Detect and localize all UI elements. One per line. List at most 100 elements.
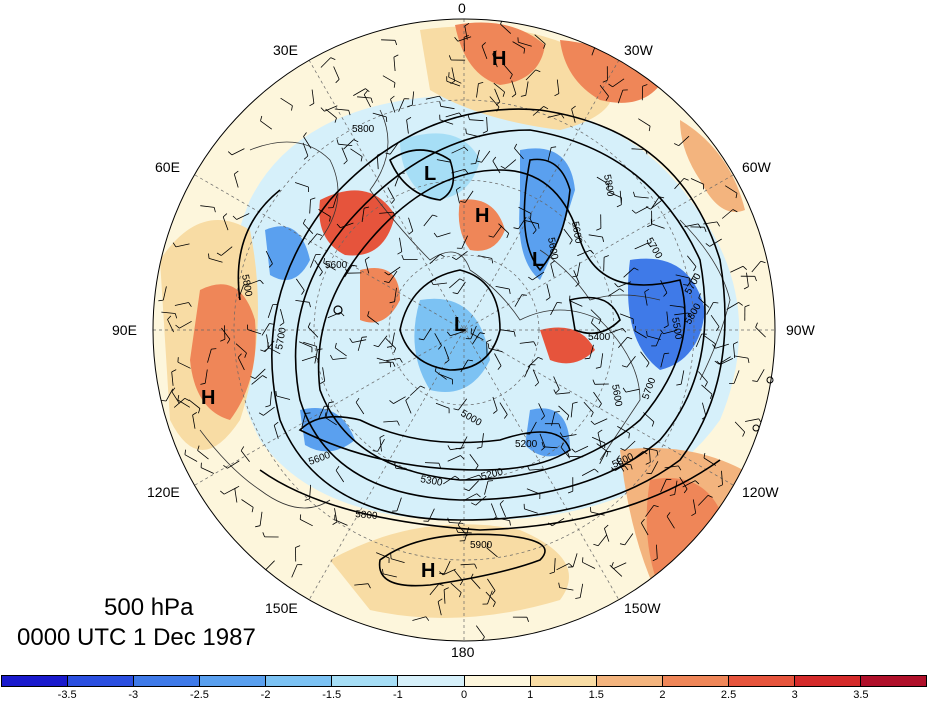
wind-barb xyxy=(222,216,229,231)
wind-barb xyxy=(543,446,558,449)
wind-barb xyxy=(494,353,502,366)
wind-barb-flag xyxy=(478,82,484,84)
wind-barb xyxy=(395,467,410,471)
wind-barb xyxy=(518,41,532,47)
wind-barb-flag xyxy=(589,249,594,254)
wind-barb-flag xyxy=(377,152,382,156)
wind-barb-flag xyxy=(450,162,452,168)
colorbar-tick-label: -2.5 xyxy=(189,689,209,701)
wind-barb-flag xyxy=(569,239,573,245)
wind-barb-flag xyxy=(558,582,560,588)
contour-label: 5800 xyxy=(352,124,375,135)
wind-barb xyxy=(303,223,314,234)
wind-barb xyxy=(425,95,440,100)
wind-barb-flag xyxy=(260,115,263,122)
wind-barb xyxy=(500,329,515,333)
wind-barb-flag xyxy=(260,568,265,572)
wind-barb-flag xyxy=(691,512,696,517)
wind-barb-flag xyxy=(698,293,701,299)
colorbar-tick-label: 3.5 xyxy=(853,689,869,701)
wind-barb xyxy=(223,487,237,495)
wind-barb xyxy=(165,388,174,402)
wind-barb-flag xyxy=(320,107,325,112)
wind-barb-flag xyxy=(513,227,519,230)
wind-barb-flag xyxy=(315,356,319,361)
wind-barb-flag xyxy=(652,558,658,562)
wind-barb-flag xyxy=(275,390,277,397)
wind-barb-flag xyxy=(554,93,560,97)
wind-barb-flag xyxy=(622,328,627,333)
wind-barb-flag xyxy=(303,155,309,160)
wind-barb xyxy=(235,343,247,354)
colorbar-swatch xyxy=(134,676,201,686)
wind-barb xyxy=(519,341,534,344)
wind-barb xyxy=(443,560,451,574)
wind-barb-flag xyxy=(309,103,315,107)
wind-barb xyxy=(643,412,655,423)
wind-barb-flag xyxy=(200,382,206,385)
wind-barb-flag xyxy=(237,353,242,358)
wind-barb xyxy=(167,319,174,333)
wind-barb xyxy=(590,309,602,320)
wind-barb-flag xyxy=(715,326,720,332)
wind-barb-flag xyxy=(575,597,581,599)
wind-barb xyxy=(563,228,573,241)
wind-barb xyxy=(726,302,739,310)
wind-barb-flag xyxy=(509,74,513,80)
anomaly-high-europe xyxy=(319,190,395,256)
colorbar-tick-label: -2 xyxy=(260,689,271,701)
wind-barb-flag xyxy=(158,299,164,302)
contour-label: 5200 xyxy=(515,439,538,450)
wind-barb-flag xyxy=(171,369,177,373)
wind-barb xyxy=(453,569,464,582)
wind-barb-flag xyxy=(408,230,414,235)
wind-barb xyxy=(575,445,589,453)
wind-barb-flag xyxy=(439,101,442,107)
wind-barb xyxy=(640,351,650,364)
wind-barb-flag xyxy=(465,128,467,134)
wind-barb-flag xyxy=(401,254,404,260)
contour-label: 5600 xyxy=(569,221,584,245)
wind-barb xyxy=(613,562,627,569)
wind-barb-flag xyxy=(538,356,543,360)
wind-barb-flag xyxy=(481,42,486,47)
wind-barb-flag xyxy=(330,354,334,360)
wind-barb xyxy=(357,96,372,99)
wind-barb xyxy=(597,432,602,447)
wind-barb xyxy=(294,182,309,188)
wind-barb xyxy=(367,315,380,325)
wind-barb-flag xyxy=(716,221,720,227)
wind-barb-flag xyxy=(693,266,697,272)
wind-barb-flag xyxy=(455,527,459,533)
anomaly-east-band xyxy=(680,120,745,212)
wind-barb-flag xyxy=(486,339,492,342)
calm-wind-marker xyxy=(766,376,774,384)
colorbar-tick-label: -1.5 xyxy=(322,689,342,701)
wind-barb xyxy=(502,63,513,75)
wind-barb xyxy=(179,320,192,329)
wind-barb xyxy=(376,155,379,170)
wind-barb xyxy=(499,402,508,415)
wind-barb-flag xyxy=(492,50,497,55)
wind-barb xyxy=(344,264,353,278)
wind-barb-flag xyxy=(361,336,367,338)
wind-barb-flag xyxy=(329,216,331,222)
wind-barb xyxy=(449,522,464,524)
wind-barb xyxy=(445,112,460,118)
wind-barb-flag xyxy=(385,152,391,155)
wind-barb-flag xyxy=(367,311,370,317)
wind-barb xyxy=(751,260,762,273)
wind-barb xyxy=(560,447,571,459)
wind-barb xyxy=(376,357,391,363)
wind-barb xyxy=(184,454,198,462)
wind-barb-flag xyxy=(609,564,614,569)
wind-barb xyxy=(464,25,468,40)
wind-barb-flag xyxy=(687,312,691,318)
wind-barb xyxy=(300,519,313,527)
wind-barb-flag xyxy=(550,260,556,265)
wind-barb-flag xyxy=(642,451,648,455)
wind-barb xyxy=(498,223,509,234)
wind-barb-flag xyxy=(503,414,508,419)
wind-barb-flag xyxy=(633,191,636,197)
wind-barb xyxy=(499,503,506,517)
